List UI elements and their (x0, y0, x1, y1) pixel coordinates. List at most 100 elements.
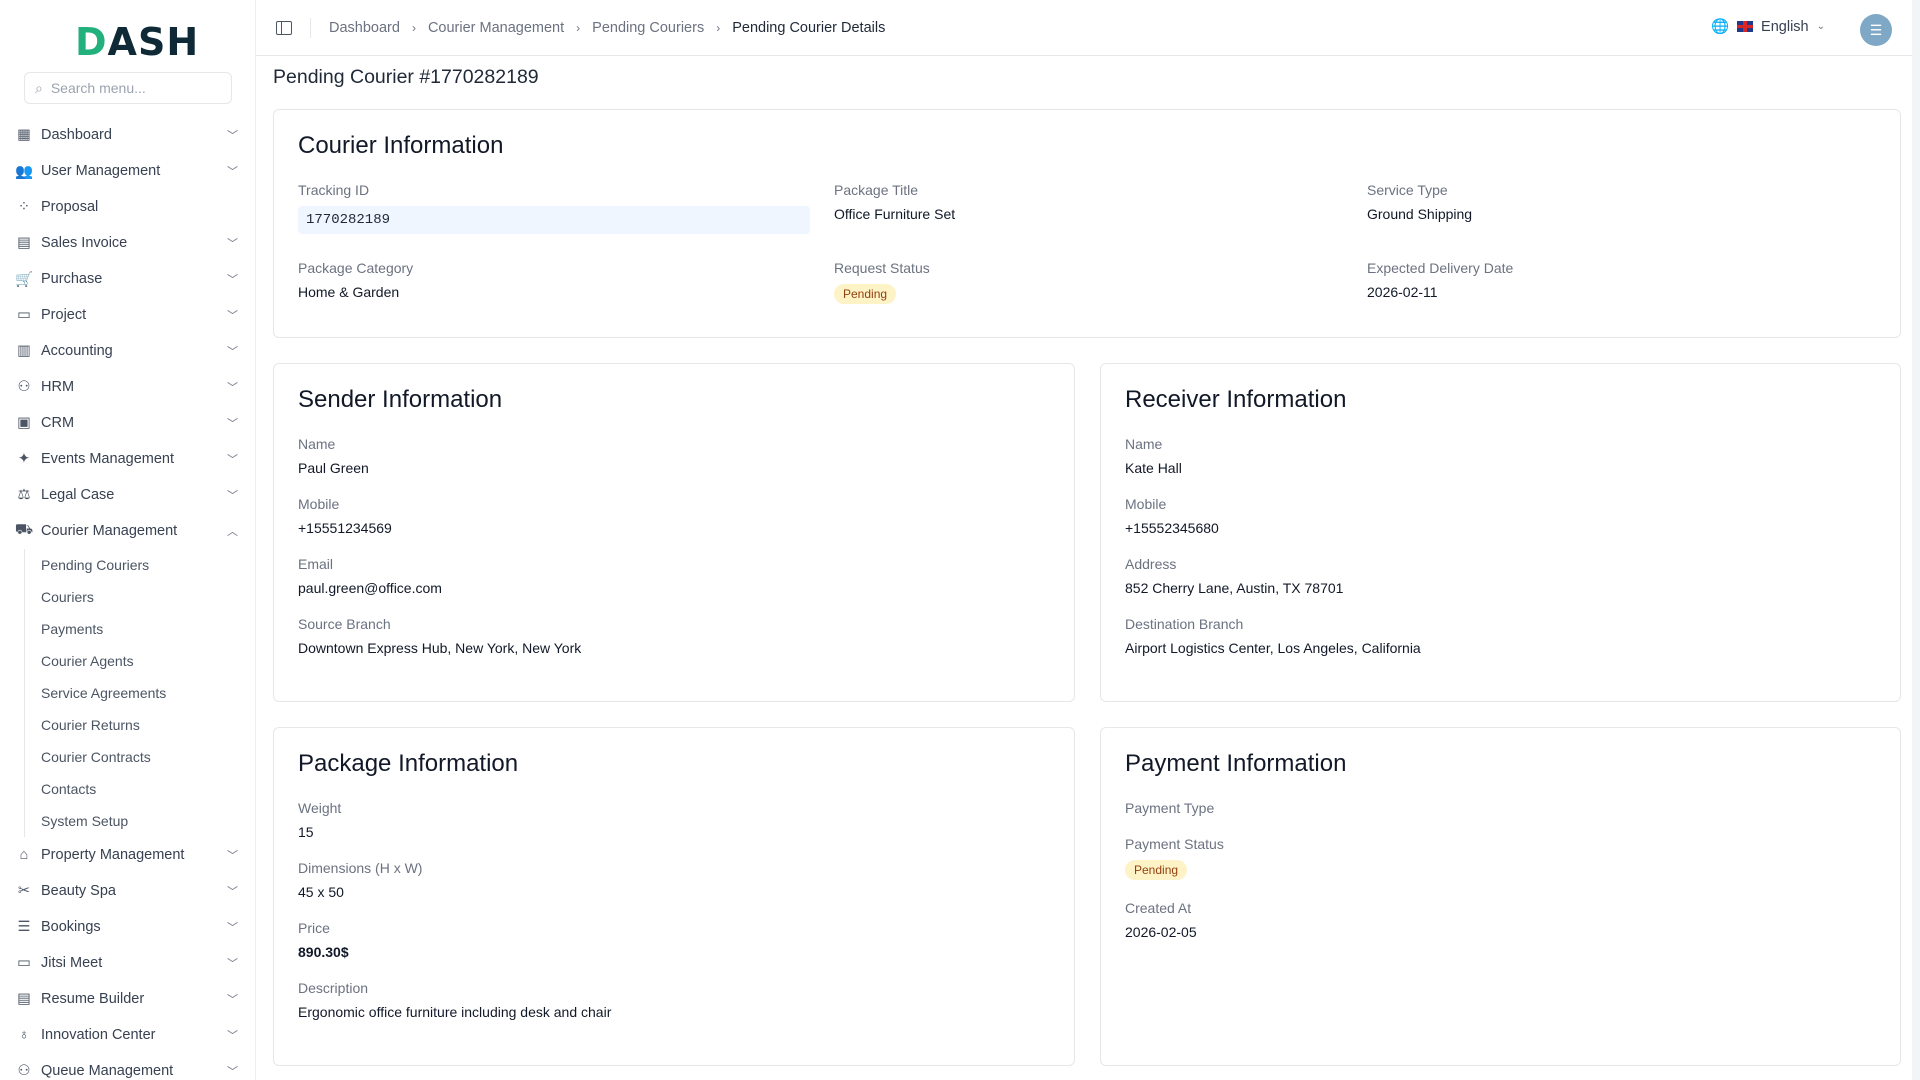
sidebar-item-label: User Management (41, 163, 161, 179)
submenu-item[interactable]: Courier Returns (41, 717, 140, 733)
hrm-icon: ⚇ (17, 379, 31, 395)
crm-icon: ▣ (17, 415, 31, 431)
monitor-icon: ▭ (17, 955, 31, 971)
submenu-item[interactable]: Service Agreements (41, 685, 167, 701)
chevron-right-icon: › (716, 20, 721, 35)
scissors-icon: ✂ (17, 883, 31, 899)
field-label: Name (298, 436, 336, 452)
chevron-down-icon: ﹀ (227, 922, 238, 934)
submenu-item[interactable]: Pending Couriers (41, 557, 150, 573)
folder-icon: ▭ (17, 307, 31, 323)
submenu-item[interactable]: Courier Contracts (41, 749, 151, 765)
sidebar-item-property-management[interactable]: ⌂ Property Management ﹀ (0, 837, 255, 873)
card-title: Package Information (298, 750, 519, 777)
package-title-value: Office Furniture Set (834, 206, 956, 222)
status-badge: Pending (1125, 860, 1188, 880)
sidebar-item-legal-case[interactable]: ⚖ Legal Case ﹀ (0, 477, 255, 513)
sidebar-item-sales-invoice[interactable]: ▤ Sales Invoice ﹀ (0, 225, 255, 261)
chevron-down-icon: ﹀ (227, 382, 238, 394)
card-title: Payment Information (1125, 750, 1347, 777)
sidebar-item-user-management[interactable]: 👥 User Management ﹀ (0, 153, 255, 189)
field-label: Package Category (298, 260, 414, 276)
sidebar-item-queue-management[interactable]: ⚇ Queue Management ﹀ (0, 1053, 255, 1080)
scrollbar[interactable] (1912, 0, 1920, 1080)
sidebar-item-proposal[interactable]: ⁘ Proposal (0, 189, 255, 225)
chevron-right-icon: › (576, 20, 581, 35)
service-type-value: Ground Shipping (1367, 206, 1473, 222)
sidebar-item-label: Bookings (41, 919, 101, 935)
field-label: Description (298, 980, 369, 996)
submenu-item[interactable]: Courier Agents (41, 653, 134, 669)
search-icon: ⌕ (35, 79, 43, 96)
field-label: Address (1125, 556, 1177, 572)
top-header: Dashboard › Courier Management › Pending C… (256, 0, 1920, 56)
sender-information-card: Sender Information Name Paul Green Mobile… (273, 363, 1075, 702)
calculator-icon: ▥ (17, 343, 31, 359)
status-badge: Pending (834, 284, 897, 304)
chevron-down-icon: ﹀ (227, 958, 238, 970)
chevron-down-icon: ﹀ (227, 1030, 238, 1042)
sidebar-item-purchase[interactable]: 🛒 Purchase ﹀ (0, 261, 255, 297)
sidebar-item-courier-management[interactable]: ⛟ Courier Management ︿ (0, 513, 255, 549)
card-title: Sender Information (298, 386, 503, 413)
submenu-item[interactable]: Couriers (41, 589, 94, 605)
sidebar-item-dashboard[interactable]: ▦ Dashboard ﹀ (0, 117, 255, 153)
chevron-down-icon: ﹀ (227, 166, 238, 178)
breadcrumb-pending-couriers[interactable]: Pending Couriers (592, 19, 705, 36)
field-label: Name (1125, 436, 1163, 452)
chevron-down-icon: ﹀ (227, 454, 238, 466)
chevron-down-icon: ﹀ (227, 886, 238, 898)
sidebar-item-label: Jitsi Meet (41, 955, 103, 971)
courier-information-card: Courier Information Tracking ID 177028218… (273, 109, 1901, 338)
field-label: Service Type (1367, 182, 1448, 198)
field-label: Request Status (834, 260, 930, 276)
sidebar-item-innovation-center[interactable]: ♁ Innovation Center ﹀ (0, 1017, 255, 1053)
grid-icon: ▦ (17, 127, 31, 143)
sidebar-item-beauty-spa[interactable]: ✂ Beauty Spa ﹀ (0, 873, 255, 909)
sidebar-item-project[interactable]: ▭ Project ﹀ (0, 297, 255, 333)
field-label: Destination Branch (1125, 616, 1244, 632)
receiver-address: 852 Cherry Lane, Austin, TX 78701 (1125, 580, 1344, 596)
sidebar-item-resume-builder[interactable]: ▤ Resume Builder ﹀ (0, 981, 255, 1017)
submenu-item[interactable]: Payments (41, 621, 104, 637)
invoice-icon: ▤ (17, 235, 31, 251)
breadcrumb-courier-management[interactable]: Courier Management (427, 19, 565, 36)
uk-flag-icon (1737, 21, 1754, 32)
sidebar-item-bookings[interactable]: ☰ Bookings ﹀ (0, 909, 255, 945)
chevron-down-icon: ﹀ (227, 310, 238, 322)
sidebar-item-label: CRM (41, 415, 75, 431)
payment-information-card: Payment Information Payment Type Payment… (1100, 727, 1901, 1066)
sidebar-item-jitsi-meet[interactable]: ▭ Jitsi Meet ﹀ (0, 945, 255, 981)
sidebar-item-label: Sales Invoice (41, 235, 128, 251)
sidebar-item-crm[interactable]: ▣ CRM ﹀ (0, 405, 255, 441)
sidebar-item-label: Resume Builder (41, 991, 145, 1007)
logo[interactable]: DASH (75, 20, 200, 64)
property-icon: ⌂ (19, 847, 29, 863)
submenu-item[interactable]: Contacts (41, 781, 97, 797)
party-icon: ✦ (17, 451, 31, 467)
package-dimensions: 45 x 50 (298, 884, 344, 900)
language-selector[interactable]: 🌐 English ⌄ (1710, 18, 1825, 36)
chevron-down-icon: ﹀ (227, 238, 238, 250)
scale-icon: ⚖ (17, 487, 31, 503)
sidebar-toggle-icon[interactable] (276, 20, 292, 35)
submenu-item[interactable]: System Setup (41, 813, 129, 829)
source-branch: Downtown Express Hub, New York, New York (298, 640, 582, 656)
search-menu-input[interactable]: ⌕ Search menu... (24, 72, 232, 104)
sidebar-item-events-management[interactable]: ✦ Events Management ﹀ (0, 441, 255, 477)
field-label: Payment Type (1125, 800, 1215, 816)
users-icon: 👥 (14, 163, 34, 180)
sidebar-item-hrm[interactable]: ⚇ HRM ﹀ (0, 369, 255, 405)
breadcrumb-dashboard[interactable]: Dashboard (329, 19, 400, 36)
field-label: Email (298, 556, 334, 572)
expected-delivery-value: 2026-02-11 (1367, 284, 1438, 300)
package-information-card: Package Information Weight 15 Dimensions … (273, 727, 1075, 1066)
document-icon: ▤ (17, 991, 31, 1007)
sidebar-item-accounting[interactable]: ▥ Accounting ﹀ (0, 333, 255, 369)
field-label: Mobile (1125, 496, 1167, 512)
sidebar-item-label: Events Management (41, 451, 174, 467)
package-price: 890.30$ (298, 944, 349, 960)
globe-icon: 🌐 (1710, 19, 1730, 35)
avatar[interactable]: ☰ (1860, 14, 1892, 46)
sidebar-item-label: HRM (41, 379, 75, 395)
